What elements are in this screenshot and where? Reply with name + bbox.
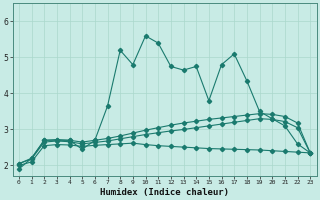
- X-axis label: Humidex (Indice chaleur): Humidex (Indice chaleur): [100, 188, 229, 197]
